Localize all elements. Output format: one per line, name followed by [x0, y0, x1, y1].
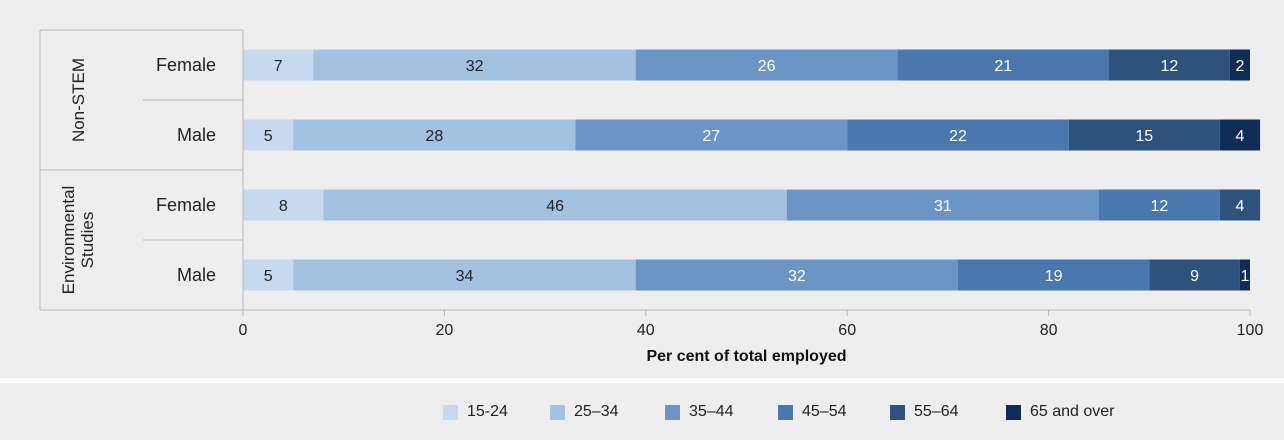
bar-value-label: 28	[425, 128, 443, 145]
legend-swatch	[890, 404, 905, 420]
bar-value-label: 26	[758, 58, 776, 75]
bar-value-label: 32	[466, 58, 484, 75]
legend-swatch	[550, 404, 565, 420]
bar-segment	[1068, 119, 1220, 151]
bar-segment	[786, 189, 1099, 221]
x-tick-label: 40	[637, 322, 655, 339]
legend-label: 15-24	[467, 403, 508, 420]
bar-segment	[635, 49, 898, 81]
bar-value-label: 19	[1045, 268, 1063, 285]
bar-value-label: 8	[279, 198, 288, 215]
stacked-bar-chart: 7 32 26 21 12 2 5 28 27 22 15 4 8 46 31 12 4 5 34 32 19 9 1 0 2…	[39, 29, 1264, 365]
legend-item: 65 and over	[1006, 402, 1115, 422]
group-label: EnvironmentalStudies	[59, 186, 97, 295]
bar-segment	[1219, 119, 1261, 151]
x-tick-label: 60	[838, 322, 856, 339]
x-tick-label: 0	[239, 322, 248, 339]
bar-value-label: 5	[264, 268, 273, 285]
bar-segment	[243, 49, 314, 81]
legend-label: 45–54	[802, 403, 847, 420]
legend-label: 25–34	[574, 403, 619, 420]
x-tick-label: 80	[1040, 322, 1058, 339]
bar-segment	[957, 259, 1150, 291]
legend-item: 15-24	[443, 402, 508, 422]
row-label: Female	[156, 195, 216, 215]
bar-segment	[1239, 259, 1250, 291]
bar-value-label: 21	[994, 58, 1012, 75]
legend: 15-24 25–34 35–44 45–54 55–64 65 and over	[0, 383, 1284, 440]
bar-value-label: 34	[456, 268, 474, 285]
bar-segment	[847, 119, 1069, 151]
bar-value-label: 31	[934, 198, 952, 215]
row-label: Female	[156, 55, 216, 75]
bar-segment	[635, 259, 958, 291]
legend-swatch	[665, 404, 680, 420]
legend-swatch	[443, 404, 458, 420]
bar-value-label: 22	[949, 128, 967, 145]
bar-value-label: 5	[264, 128, 273, 145]
x-tick-label: 20	[436, 322, 454, 339]
group-label: Non-STEM	[69, 58, 88, 142]
legend-label: 55–64	[914, 403, 959, 420]
bar-value-label: 12	[1161, 58, 1179, 75]
bar-value-label: 7	[274, 58, 283, 75]
bar-segment	[293, 119, 576, 151]
bar-value-label: 1	[1241, 268, 1250, 285]
legend-label: 35–44	[689, 403, 734, 420]
bar-value-label: 2	[1235, 58, 1244, 75]
chart-panel: 7 32 26 21 12 2 5 28 27 22 15 4 8 46 31 12 4 5 34 32 19 9 1 0 2…	[0, 0, 1284, 378]
legend-item: 45–54	[778, 402, 847, 422]
bar-value-label: 32	[788, 268, 806, 285]
bar-segment	[575, 119, 848, 151]
bar-value-label: 15	[1135, 128, 1153, 145]
bar-value-label: 4	[1235, 198, 1244, 215]
bar-segment	[243, 119, 294, 151]
bar-segment	[1098, 189, 1220, 221]
legend-swatch	[1006, 404, 1021, 420]
legend-item: 25–34	[550, 402, 619, 422]
bar-segment	[897, 49, 1110, 81]
legend-label: 65 and over	[1030, 403, 1115, 420]
x-tick-label: 100	[1237, 322, 1264, 339]
bar-value-label: 9	[1190, 268, 1199, 285]
legend-item: 55–64	[890, 402, 959, 422]
legend-swatch	[778, 404, 793, 420]
bar-value-label: 27	[702, 128, 720, 145]
bar-value-label: 46	[546, 198, 564, 215]
row-label: Male	[177, 125, 216, 145]
bar-segment	[1219, 189, 1261, 221]
bar-segment	[1109, 49, 1230, 81]
bar-value-label: 12	[1150, 198, 1168, 215]
x-axis-title: Per cent of total employed	[646, 348, 846, 365]
bar-segment	[293, 259, 636, 291]
bar-segment	[313, 49, 636, 81]
bar-segment	[323, 189, 787, 221]
bar-segment	[1149, 259, 1240, 291]
bar-segment	[243, 259, 294, 291]
bar-segment	[1229, 49, 1250, 81]
bar-value-label: 4	[1235, 128, 1244, 145]
bar-segment	[243, 189, 324, 221]
legend-item: 35–44	[665, 402, 734, 422]
row-label: Male	[177, 265, 216, 285]
